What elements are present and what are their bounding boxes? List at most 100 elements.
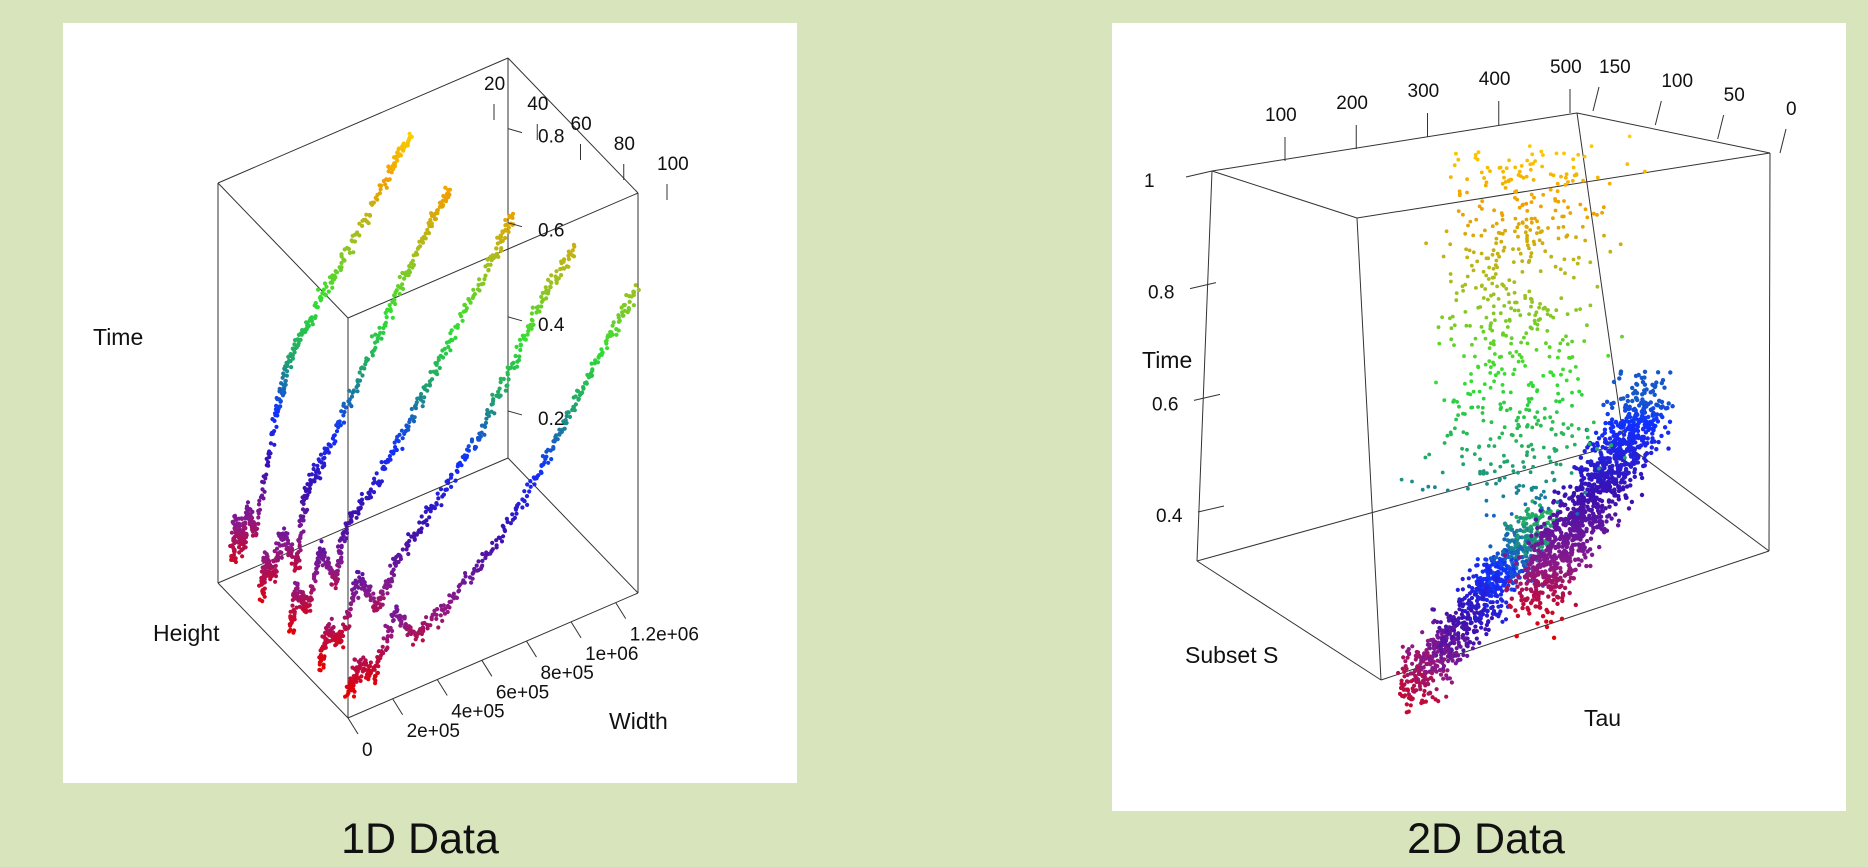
- data-point: [429, 617, 434, 622]
- data-point: [318, 452, 324, 457]
- data-point: [1503, 180, 1508, 184]
- data-point: [1561, 225, 1566, 229]
- data-point: [322, 554, 327, 559]
- data-point: [392, 164, 397, 169]
- data-point: [1537, 562, 1542, 567]
- data-point: [357, 370, 362, 375]
- data-point: [1457, 621, 1462, 626]
- data-point: [1461, 430, 1466, 434]
- data-point: [1572, 501, 1577, 507]
- data-point: [286, 548, 291, 553]
- data-point: [1464, 593, 1470, 598]
- data-point: [1451, 625, 1456, 630]
- data-point: [1554, 399, 1558, 403]
- data-point: [1493, 352, 1497, 356]
- data-point: [1529, 396, 1534, 401]
- data-point: [1446, 649, 1451, 654]
- data-point: [1596, 436, 1602, 441]
- data-point: [1514, 485, 1519, 490]
- data-point: [1582, 449, 1587, 454]
- data-point: [1465, 614, 1471, 619]
- data-point: [1547, 455, 1552, 460]
- data-point: [1642, 456, 1647, 461]
- data-point: [1559, 174, 1563, 179]
- data-point: [1641, 426, 1646, 431]
- data-point: [1600, 509, 1605, 514]
- data-point: [1442, 441, 1447, 445]
- data-point: [1403, 693, 1408, 698]
- data-point: [273, 563, 278, 569]
- data-point: [1521, 516, 1526, 521]
- data-point: [409, 134, 414, 139]
- data-point: [328, 444, 333, 449]
- data-point: [1465, 653, 1470, 659]
- data-point: [423, 509, 428, 514]
- data-point: [266, 463, 271, 468]
- data-point: [1572, 527, 1577, 533]
- data-point: [1568, 528, 1574, 533]
- data-point: [1467, 248, 1472, 253]
- data-point: [1450, 314, 1455, 319]
- data-point: [425, 626, 430, 631]
- data-point: [1632, 434, 1637, 439]
- data-point: [1427, 646, 1433, 651]
- data-point: [1494, 555, 1499, 560]
- y-tick-label: 400: [1479, 69, 1511, 90]
- data-point: [349, 683, 355, 688]
- data-point: [356, 383, 361, 388]
- data-point: [1552, 559, 1557, 564]
- data-point: [1520, 605, 1525, 611]
- data-point: [1633, 440, 1638, 445]
- data-point: [321, 461, 327, 466]
- data-point: [1597, 510, 1602, 515]
- data-point: [1588, 462, 1594, 468]
- data-point: [1599, 452, 1604, 457]
- data-point: [1539, 506, 1544, 510]
- data-point: [411, 419, 417, 424]
- data-point: [1486, 627, 1491, 633]
- data-point: [1455, 400, 1459, 404]
- data-point: [329, 582, 334, 587]
- data-point: [1452, 323, 1457, 328]
- data-point: [502, 528, 508, 534]
- data-point: [1476, 405, 1480, 409]
- data-point: [350, 591, 355, 596]
- data-point: [247, 512, 252, 517]
- data-point: [1582, 154, 1587, 159]
- data-point: [1494, 241, 1498, 246]
- data-point: [352, 239, 358, 244]
- data-point: [1520, 270, 1525, 274]
- data-point: [1492, 275, 1496, 280]
- data-point: [1634, 382, 1640, 387]
- data-point: [1535, 231, 1539, 236]
- data-point: [1625, 471, 1630, 476]
- data-point: [397, 432, 402, 437]
- data-point: [449, 484, 454, 489]
- data-point: [443, 351, 449, 356]
- data-point: [1576, 426, 1581, 431]
- data-point: [1632, 447, 1637, 452]
- data-point: [1500, 557, 1505, 562]
- data-point: [1511, 372, 1516, 377]
- y-tick-label: 200: [1336, 93, 1368, 114]
- data-point: [373, 678, 378, 683]
- data-point: [1478, 457, 1482, 462]
- data-point: [1518, 251, 1523, 256]
- data-point: [1578, 505, 1584, 510]
- data-point: [1529, 192, 1534, 197]
- data-point: [1541, 551, 1546, 556]
- data-point: [1498, 464, 1503, 469]
- data-point: [1512, 308, 1517, 313]
- data-point: [1466, 223, 1470, 228]
- data-point: [1588, 536, 1594, 541]
- data-point: [503, 227, 508, 232]
- y-tick-label: 60: [571, 114, 592, 135]
- data-point: [1507, 158, 1511, 163]
- data-point: [540, 290, 545, 296]
- data-point: [1464, 624, 1469, 630]
- data-point: [1581, 513, 1586, 519]
- data-point: [1519, 355, 1524, 360]
- data-point: [1629, 499, 1635, 505]
- data-point: [257, 507, 263, 512]
- data-point: [1549, 427, 1554, 432]
